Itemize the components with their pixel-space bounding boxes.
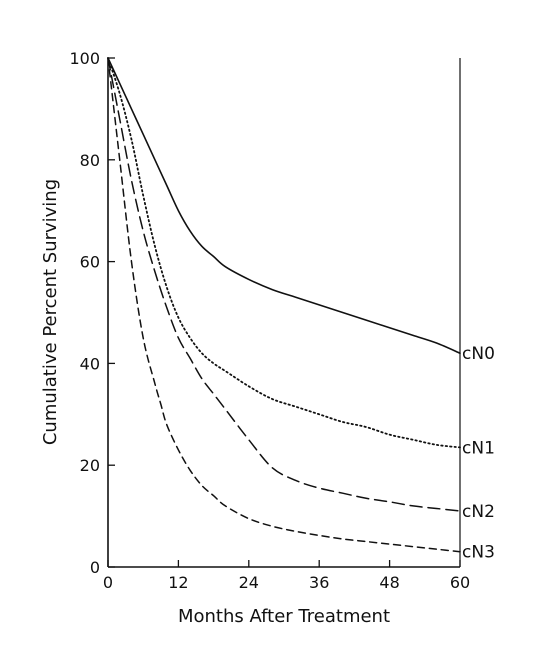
series-line-cn3 <box>107 57 461 553</box>
series-lines <box>107 57 461 553</box>
series-label-cn0: cN0 <box>462 344 495 364</box>
y-tick-label: 20 <box>80 456 100 475</box>
x-axis-label: Months After Treatment <box>178 606 390 627</box>
y-tick-label: 0 <box>90 558 100 577</box>
plot-frame <box>107 58 461 568</box>
y-tick-label: 80 <box>80 151 100 170</box>
x-tick-label: 60 <box>450 573 470 592</box>
y-axis-ticks: 0 20 40 60 80 100 <box>69 49 115 577</box>
y-tick-label: 100 <box>69 49 100 68</box>
series-line-cn2 <box>107 57 461 512</box>
y-tick-label: 40 <box>80 354 100 373</box>
series-label-cn2: cN2 <box>462 502 495 522</box>
series-line-cn1 <box>107 57 461 449</box>
x-axis-ticks: 0 12 24 36 48 60 <box>103 560 470 592</box>
y-axis-label: Cumulative Percent Surviving <box>40 179 61 445</box>
x-tick-label: 36 <box>309 573 329 592</box>
series-label-cn3: cN3 <box>462 543 495 563</box>
series-label-cn1: cN1 <box>462 438 495 458</box>
x-tick-label: 48 <box>379 573 399 592</box>
y-tick-label: 60 <box>80 253 100 272</box>
x-tick-label: 24 <box>239 573 259 592</box>
x-tick-label: 0 <box>103 573 113 592</box>
series-line-cn0 <box>107 57 461 355</box>
series-labels: cN0 cN1 cN2 cN3 <box>462 344 495 563</box>
x-tick-label: 12 <box>168 573 188 592</box>
